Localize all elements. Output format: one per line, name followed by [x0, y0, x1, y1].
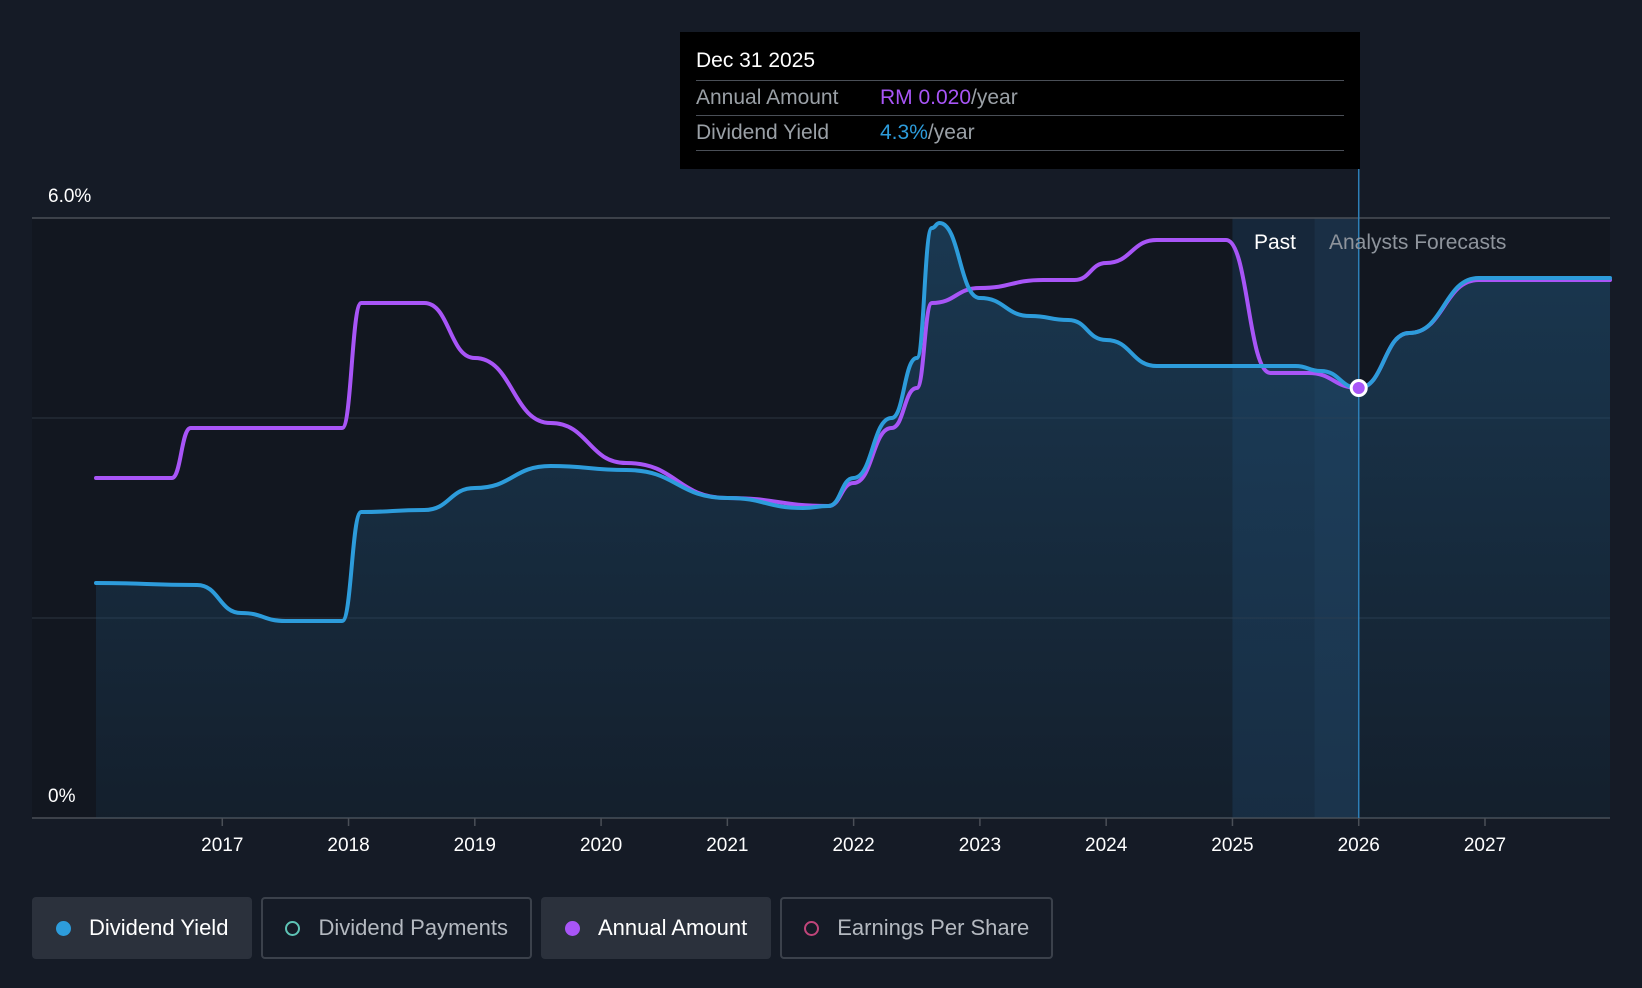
x-tick-label: 2026 [1338, 835, 1380, 856]
legend-item-earnings-per-share[interactable]: Earnings Per Share [780, 897, 1054, 959]
x-tick-label: 2020 [580, 835, 622, 856]
annual-amount-line[interactable] [94, 237, 1612, 508]
x-tick-label: 2022 [832, 835, 874, 856]
forecast-region-label: Analysts Forecasts [1329, 231, 1506, 254]
tooltip-date: Dec 31 2025 [696, 49, 816, 72]
tooltip-row-value: RM 0.020 [880, 86, 972, 109]
tooltip-marker[interactable] [1349, 379, 1368, 397]
hollow-dot-icon [285, 920, 301, 936]
x-tick-label: 2024 [1085, 835, 1128, 856]
x-axis: 2017 2018 2019 2020 2021 2022 2023 2024 2025 2026… [201, 818, 1506, 856]
legend-label: Earnings Per Share [837, 915, 1030, 940]
tooltip-row-label: Annual Amount [696, 86, 839, 109]
filled-dot-icon [56, 920, 71, 936]
tooltip-row-unit: /year [927, 121, 975, 144]
legend-label: Annual Amount [597, 915, 748, 940]
x-tick-label: 2017 [201, 835, 243, 856]
tooltip-row-label: Dividend Yield [696, 121, 830, 144]
y-axis-top-label: 6.0% [48, 186, 91, 207]
tooltip-row-dividend-yield: Dividend Yield 4.3% /year [696, 115, 1344, 151]
legend-label: Dividend Yield [89, 915, 229, 940]
legend-item-annual-amount[interactable]: Annual Amount [540, 897, 772, 959]
x-tick-label: 2019 [454, 835, 496, 856]
tooltip-row-unit: /year [971, 86, 1018, 109]
x-tick-label: 2025 [1211, 835, 1253, 856]
legend: Dividend Yield Dividend Payments Annual … [32, 897, 1054, 959]
tooltip: Dec 31 2025 Annual Amount RM 0.020 /year… [680, 32, 1360, 169]
y-axis-bottom-label: 0% [48, 786, 76, 807]
past-region-label: Past [1254, 231, 1296, 254]
legend-item-dividend-payments[interactable]: Dividend Payments [261, 897, 532, 959]
x-tick-label: 2027 [1464, 835, 1506, 856]
x-tick-label: 2023 [959, 835, 1001, 856]
hollow-dot-icon [804, 920, 820, 936]
legend-item-dividend-yield[interactable]: Dividend Yield [32, 897, 253, 959]
dividend-yield-area [96, 223, 1610, 818]
filled-dot-icon [564, 920, 580, 936]
tooltip-row-value: 4.3% [880, 121, 928, 144]
x-tick-label: 2021 [706, 835, 748, 856]
x-tick-label: 2018 [327, 835, 369, 856]
tooltip-row-annual-amount: Annual Amount RM 0.020 /year [696, 80, 1344, 115]
dividend-yield-line[interactable] [94, 221, 1612, 623]
legend-label: Dividend Payments [318, 915, 508, 940]
